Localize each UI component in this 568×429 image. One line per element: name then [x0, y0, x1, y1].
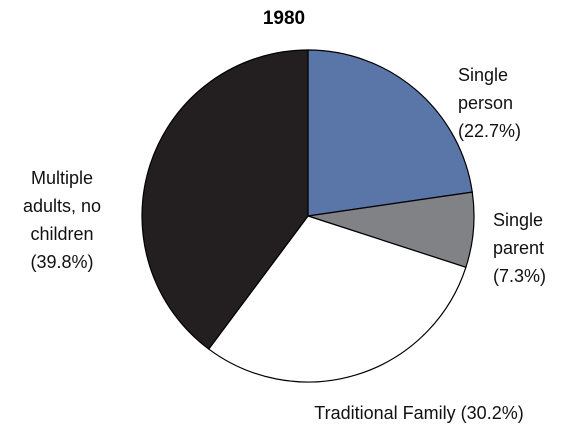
- slice-label: Traditional Family (30.2%): [270, 399, 568, 427]
- pie-slice: [207, 215, 467, 383]
- category-label: Single person: [458, 65, 514, 113]
- pie-slice: [307, 49, 473, 217]
- value-label: (39.8%): [30, 252, 94, 272]
- chart-title: 1980: [262, 8, 306, 29]
- category-label: Traditional Family: [314, 403, 456, 423]
- category-label: Multiple adults, no children: [22, 168, 102, 244]
- slice-label: Single person (22.7%): [458, 61, 558, 145]
- value-label: (30.2%): [460, 403, 524, 423]
- slice-label: Multiple adults, no children (39.8%): [6, 164, 118, 276]
- value-label: (7.3%): [493, 266, 547, 286]
- slice-label: Single parent (7.3%): [493, 206, 568, 290]
- value-label: (22.7%): [458, 121, 522, 141]
- pie-slice: [141, 49, 309, 350]
- category-label: Single parent: [493, 210, 545, 258]
